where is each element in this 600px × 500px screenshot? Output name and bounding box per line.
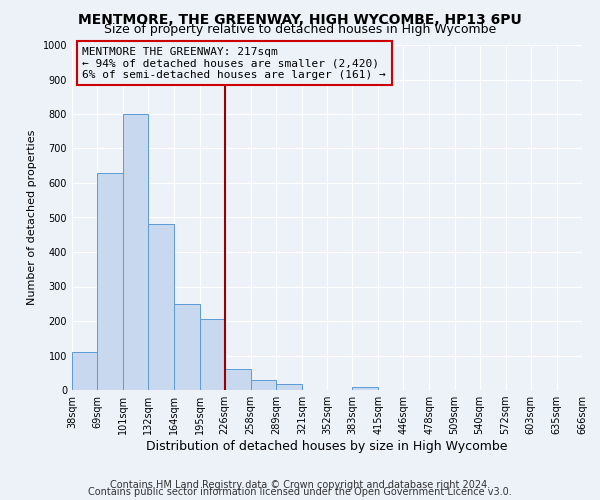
Text: Size of property relative to detached houses in High Wycombe: Size of property relative to detached ho… (104, 22, 496, 36)
Bar (276, 384, 302, 390)
Bar (199, 320, 224, 390)
X-axis label: Distribution of detached houses by size in High Wycombe: Distribution of detached houses by size … (146, 440, 508, 453)
Bar (251, 380, 276, 390)
Bar (352, 386, 378, 390)
Bar (97, 172, 123, 390)
Bar (148, 224, 175, 390)
Bar (72, 352, 97, 390)
Text: MENTMORE THE GREENWAY: 217sqm
← 94% of detached houses are smaller (2,420)
6% of: MENTMORE THE GREENWAY: 217sqm ← 94% of d… (82, 46, 386, 80)
Text: Contains public sector information licensed under the Open Government Licence v3: Contains public sector information licen… (88, 487, 512, 497)
Y-axis label: Number of detached properties: Number of detached properties (27, 130, 37, 305)
Bar (224, 370, 251, 390)
Bar (123, 114, 148, 390)
Text: MENTMORE, THE GREENWAY, HIGH WYCOMBE, HP13 6PU: MENTMORE, THE GREENWAY, HIGH WYCOMBE, HP… (78, 12, 522, 26)
Bar (175, 304, 199, 390)
Text: Contains HM Land Registry data © Crown copyright and database right 2024.: Contains HM Land Registry data © Crown c… (110, 480, 490, 490)
